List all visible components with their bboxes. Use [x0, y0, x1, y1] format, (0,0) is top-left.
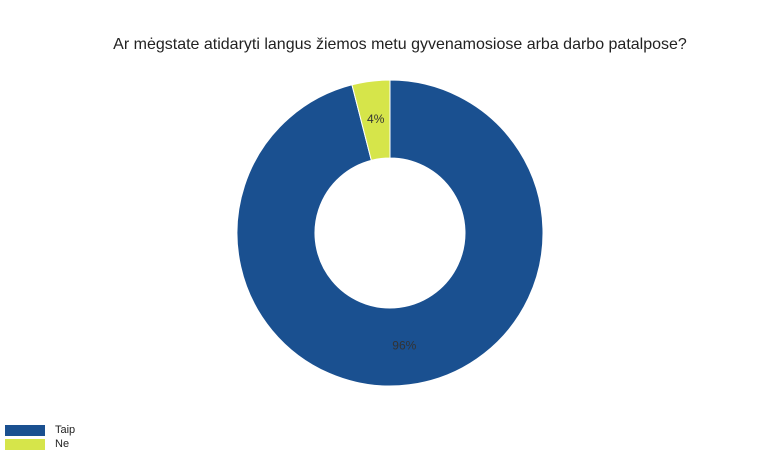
data-label-taip: 96%: [392, 338, 416, 352]
legend-label-ne: Ne: [55, 438, 70, 450]
chart-title: Ar mėgstate atidaryti langus žiemos metu…: [113, 36, 687, 53]
legend-item-taip[interactable]: Taip: [5, 423, 75, 437]
legend-swatch-ne: [5, 438, 45, 450]
legend-item-ne[interactable]: Ne: [5, 437, 75, 451]
legend: Taip Ne: [5, 423, 75, 451]
slice-taip[interactable]: [236, 79, 544, 387]
legend-label-taip: Taip: [55, 424, 76, 436]
data-label-ne: 4%: [367, 112, 385, 126]
legend-swatch-taip: [5, 424, 45, 436]
slice-ne[interactable]: [351, 79, 391, 161]
